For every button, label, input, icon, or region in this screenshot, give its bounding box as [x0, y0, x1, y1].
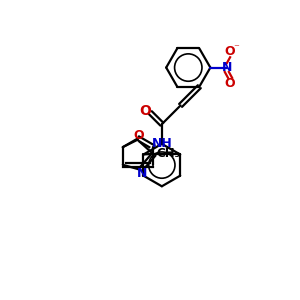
- Text: N: N: [136, 167, 147, 180]
- Text: N: N: [222, 61, 232, 74]
- Text: O: O: [140, 103, 152, 118]
- Text: NH: NH: [152, 137, 172, 150]
- Text: ⁻: ⁻: [234, 44, 239, 54]
- Text: O: O: [225, 45, 236, 58]
- Text: O: O: [134, 129, 144, 142]
- Text: CH₃: CH₃: [157, 146, 181, 160]
- Text: O: O: [225, 77, 236, 90]
